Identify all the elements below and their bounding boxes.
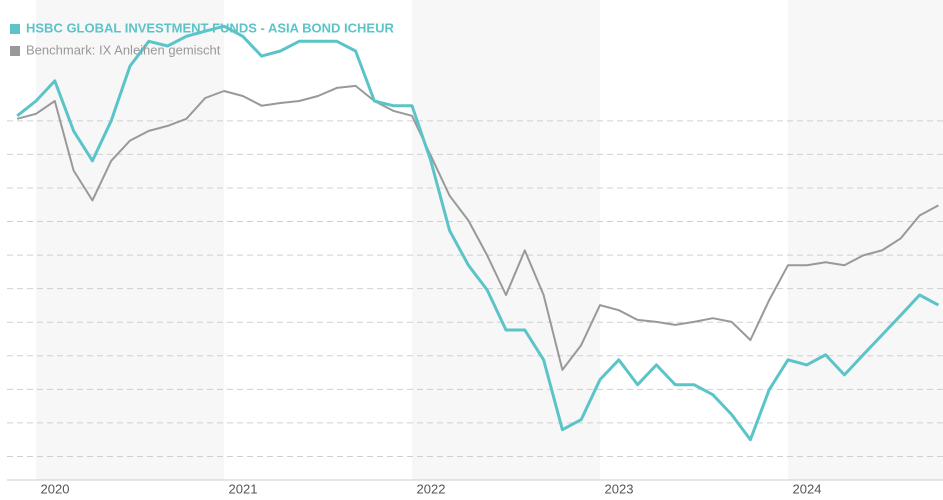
x-tick-label: 2022 — [417, 481, 446, 496]
series-line — [16, 24, 940, 442]
year-band — [412, 0, 600, 480]
series-line — [16, 84, 939, 371]
year-band — [788, 0, 943, 480]
legend-swatch — [10, 24, 20, 34]
x-tick-label: 2024 — [793, 481, 822, 496]
legend-label: HSBC GLOBAL INVESTMENT FUNDS - ASIA BOND… — [26, 20, 394, 35]
legend-swatch — [10, 46, 20, 56]
legend-label: Benchmark: IX Anleihen gemischt — [26, 42, 221, 57]
x-tick-label: 2021 — [229, 481, 258, 496]
year-band — [36, 0, 224, 480]
x-tick-label: 2020 — [41, 481, 70, 496]
x-tick-label: 2023 — [605, 481, 634, 496]
